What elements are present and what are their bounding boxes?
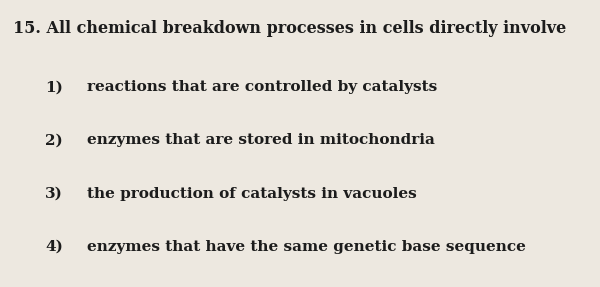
Text: 2): 2) [45, 133, 63, 148]
Text: 3): 3) [45, 187, 63, 201]
Text: enzymes that are stored in mitochondria: enzymes that are stored in mitochondria [87, 133, 435, 148]
Text: 15. All chemical breakdown processes in cells directly involve: 15. All chemical breakdown processes in … [13, 20, 566, 37]
Text: 4): 4) [45, 240, 63, 254]
Text: 1): 1) [45, 80, 63, 94]
Text: enzymes that have the same genetic base sequence: enzymes that have the same genetic base … [87, 240, 526, 254]
Text: the production of catalysts in vacuoles: the production of catalysts in vacuoles [87, 187, 417, 201]
Text: reactions that are controlled by catalysts: reactions that are controlled by catalys… [87, 80, 437, 94]
